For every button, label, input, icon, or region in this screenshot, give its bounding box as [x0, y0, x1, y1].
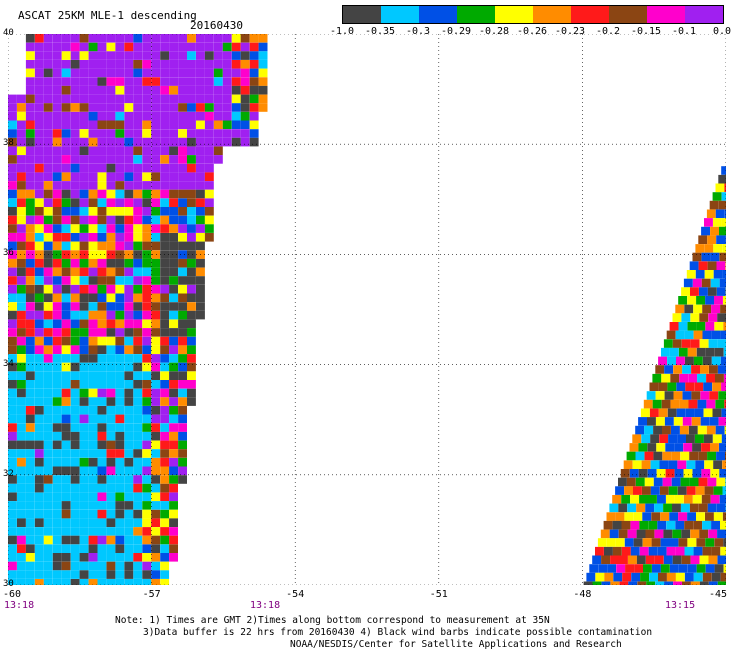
longitude-tick-label: -57	[142, 589, 161, 600]
legend-tick-label: -1.0	[329, 26, 355, 37]
note-line-2: 3)Data buffer is 22 hrs from 20160430 4)…	[143, 627, 653, 638]
legend-tick-label: -0.23	[554, 26, 586, 37]
data-cells	[8, 34, 726, 585]
latitude-tick-label: 32	[3, 468, 14, 479]
time-label-left: 13:18	[4, 600, 35, 611]
longitude-tick-label: -54	[286, 589, 305, 600]
time-label-right: 13:15	[665, 600, 696, 611]
legend-tick-label: -0.26	[516, 26, 548, 37]
latitude-tick-label: 36	[3, 248, 14, 259]
legend-swatch	[495, 6, 533, 23]
legend-swatch	[381, 6, 419, 23]
legend-swatch	[685, 6, 723, 23]
longitude-tick-label: -60	[2, 589, 22, 600]
legend-swatch	[609, 6, 647, 23]
latitude-tick-label: 30	[3, 579, 14, 589]
longitude-tick-label: -51	[429, 589, 448, 600]
legend-tick-label: 0.0	[712, 26, 732, 37]
legend-tick-label: -0.28	[478, 26, 510, 37]
swath-map	[8, 34, 726, 585]
legend-tick-label: -0.29	[440, 26, 472, 37]
legend-tick-label: -0.1	[671, 26, 697, 37]
legend-swatch	[533, 6, 571, 23]
legend-swatch	[647, 6, 685, 23]
note-line-1: Note: 1) Times are GMT 2)Times along bot…	[115, 615, 550, 626]
legend-tick-label: -0.15	[630, 26, 662, 37]
legend-swatch	[457, 6, 495, 23]
legend-tick-label: -0.35	[364, 26, 396, 37]
legend-swatch	[419, 6, 457, 23]
longitude-tick-label: -48	[573, 589, 592, 600]
legend-swatch	[571, 6, 609, 23]
color-legend	[342, 5, 724, 24]
map-date: 20160430	[190, 19, 243, 32]
latitude-tick-label: 40	[3, 28, 14, 38]
legend-swatch	[343, 6, 381, 23]
map-title: ASCAT 25KM MLE-1 descending	[18, 9, 197, 22]
latitude-tick-label: 38	[3, 138, 14, 149]
time-label-mid: 13:18	[250, 600, 281, 611]
latitude-tick-label: 34	[3, 358, 14, 369]
legend-tick-label: -0.2	[595, 26, 621, 37]
longitude-tick-label: -45	[708, 589, 728, 600]
note-line-3: NOAA/NESDIS/Center for Satellite Applica…	[290, 639, 622, 650]
legend-tick-label: -0.3	[405, 26, 431, 37]
